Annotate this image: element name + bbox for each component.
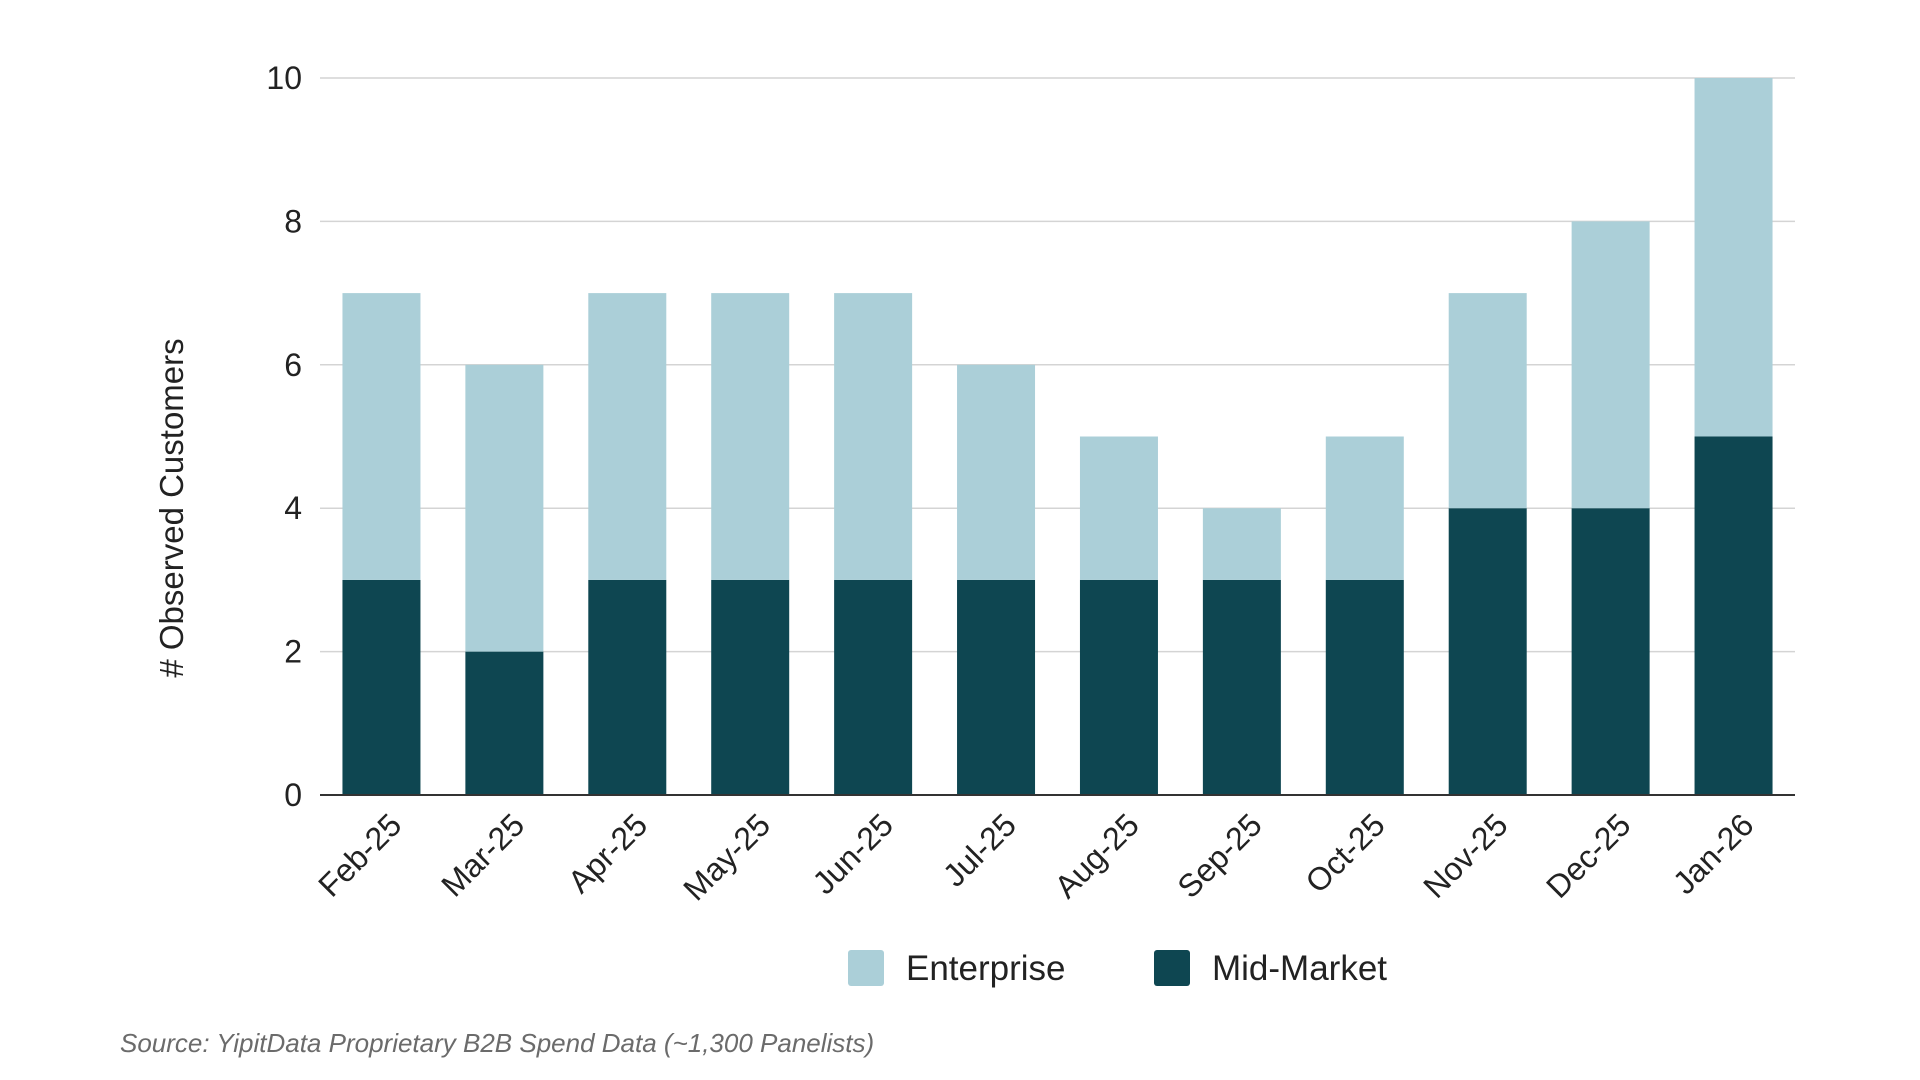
bar-mid-market-oct-25 (1325, 579, 1404, 795)
x-tick-label: Jun-25 (805, 806, 900, 901)
legend-swatch-mid-market (1154, 950, 1190, 986)
bar-mid-market-jul-25 (957, 579, 1036, 795)
bar-mid-market-may-25 (711, 579, 790, 795)
bar-mid-market-nov-25 (1448, 508, 1527, 795)
bar-enterprise-may-25 (711, 293, 790, 580)
x-tick-label: Mar-25 (434, 806, 531, 903)
legend-swatch-enterprise (848, 950, 884, 986)
bar-mid-market-mar-25 (465, 651, 544, 795)
x-tick-label: Oct-25 (1298, 806, 1391, 899)
x-tick-label: Apr-25 (561, 806, 654, 899)
y-tick-label: 0 (284, 777, 302, 813)
bar-mid-market-feb-25 (342, 579, 421, 795)
bar-enterprise-jun-25 (834, 293, 913, 580)
bar-mid-market-jun-25 (834, 579, 913, 795)
bar-enterprise-jan-26 (1694, 78, 1773, 437)
bar-mid-market-jan-26 (1694, 436, 1773, 795)
bars (342, 78, 1773, 795)
bar-mid-market-aug-25 (1079, 579, 1158, 795)
x-tick-label: May-25 (676, 806, 777, 907)
y-tick-label: 10 (266, 60, 302, 96)
legend-label-enterprise: Enterprise (906, 949, 1066, 988)
bar-enterprise-mar-25 (465, 364, 544, 652)
legend-label-mid-market: Mid-Market (1212, 949, 1387, 988)
bar-enterprise-feb-25 (342, 293, 421, 580)
y-tick-label: 8 (284, 203, 302, 239)
x-tick-label: Dec-25 (1539, 806, 1637, 904)
x-tick-label: Feb-25 (311, 806, 408, 903)
y-tick-labels: 0 2 4 6 8 10 (266, 60, 302, 813)
bar-enterprise-jul-25 (957, 364, 1036, 580)
source-note: Source: YipitData Proprietary B2B Spend … (120, 1028, 875, 1058)
y-tick-label: 6 (284, 347, 302, 383)
bar-enterprise-apr-25 (588, 293, 667, 580)
legend: Enterprise Mid-Market (848, 949, 1387, 988)
x-tick-label: Nov-25 (1416, 806, 1514, 904)
bar-mid-market-apr-25 (588, 579, 667, 795)
bar-enterprise-oct-25 (1325, 436, 1404, 580)
x-tick-label: Jan-26 (1666, 806, 1761, 901)
x-tick-label: Jul-25 (936, 806, 1023, 893)
y-tick-label: 2 (284, 634, 302, 670)
bar-enterprise-aug-25 (1079, 436, 1158, 580)
x-tick-labels: Feb-25 Mar-25 Apr-25 May-25 Jun-25 Jul-25 Aug-… (311, 806, 1760, 907)
gridlines (320, 77, 1795, 653)
y-tick-label: 4 (284, 490, 302, 526)
bar-mid-market-dec-25 (1571, 508, 1650, 795)
bar-mid-market-sep-25 (1202, 579, 1281, 795)
y-axis-title: # Observed Customers (153, 338, 190, 677)
bar-enterprise-dec-25 (1571, 221, 1650, 509)
bar-enterprise-nov-25 (1448, 293, 1527, 509)
x-tick-label: Sep-25 (1170, 806, 1268, 904)
x-tick-label: Aug-25 (1047, 806, 1145, 904)
bar-enterprise-sep-25 (1202, 508, 1281, 580)
